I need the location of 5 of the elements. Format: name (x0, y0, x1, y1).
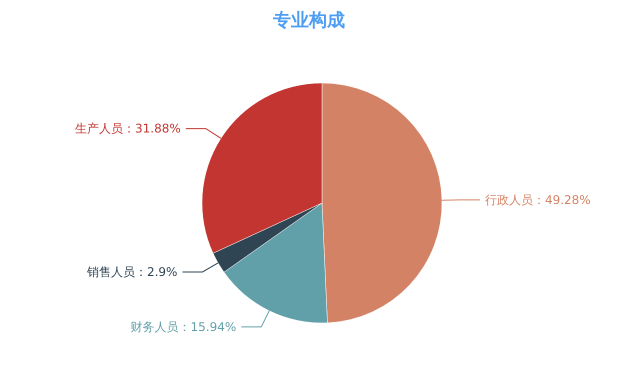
slice-label: 生产人员：31.88% (74, 122, 181, 136)
slice-label: 财务人员：15.94% (130, 320, 236, 334)
chart-title: 专业构成 (272, 9, 346, 32)
slice-label: 行政人员：49.28% (484, 192, 591, 207)
slice-label: 销售人员：2.9% (86, 264, 178, 279)
